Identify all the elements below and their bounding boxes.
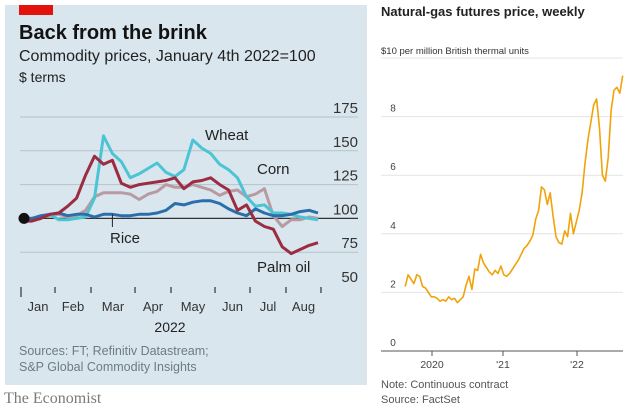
x-tick-label: Jan — [28, 299, 49, 314]
gas-x-tick-label: '21 — [496, 359, 510, 371]
y-tick-label: 150 — [333, 134, 358, 151]
chart-title: Back from the brink — [19, 22, 207, 44]
sources-line-2: S&P Global Commodity Insights — [19, 360, 197, 374]
series-line-wheat — [23, 134, 319, 222]
y-tick-label: 125 — [333, 168, 358, 185]
economist-chart-panel — [5, 5, 367, 385]
series-label-corn: Corn — [257, 161, 290, 178]
x-tick-label: Feb — [62, 299, 84, 314]
chart-subtitle: Commodity prices, January 4th 2022=100 — [19, 48, 316, 65]
gas-price-line — [404, 75, 624, 304]
gas-chart-title: Natural-gas futures price, weekly — [381, 4, 585, 19]
gas-y-tick-label: 8 — [390, 104, 396, 115]
series-line-palm-oil — [23, 154, 319, 256]
y-tick-label: 100 — [333, 201, 358, 218]
series-label-wheat: Wheat — [205, 127, 249, 144]
series-label-rice: Rice — [110, 230, 140, 247]
gas-y-tick-label: 0 — [390, 338, 396, 349]
x-tick-label: Jun — [222, 299, 243, 314]
gas-note: Note: Continuous contract — [381, 379, 509, 391]
gas-y-tick-label: 6 — [390, 162, 396, 173]
y-tick-label: 175 — [333, 100, 358, 117]
chart-units: $ terms — [19, 69, 66, 85]
gas-x-tick-label: 2020 — [420, 359, 444, 371]
gas-chart-units: $10 per million British thermal units — [381, 46, 529, 57]
gas-y-tick-label: 4 — [390, 221, 396, 232]
gas-chart-notes: Note: Continuous contract Source: FactSe… — [381, 378, 508, 408]
economist-red-tag — [19, 5, 53, 15]
gas-y-tick-label: 2 — [390, 279, 396, 290]
y-tick-label: 50 — [341, 269, 358, 286]
x-tick-label: Aug — [292, 299, 315, 314]
x-tick-label: Apr — [143, 299, 164, 314]
economist-brand: The Economist — [4, 390, 102, 407]
index-start-dot — [18, 212, 30, 224]
gas-source: Source: FactSet — [381, 394, 460, 406]
x-tick-label: Mar — [102, 299, 125, 314]
x-tick-label: May — [181, 299, 206, 314]
x-axis-year-label: 2022 — [154, 319, 185, 335]
gas-x-tick-label: '22 — [570, 359, 584, 371]
series-line-rice — [23, 199, 319, 220]
chart-sources: Sources: FT; Refinitiv Datastream; S&P G… — [19, 343, 209, 375]
series-label-palm-oil: Palm oil — [257, 259, 310, 276]
sources-line-1: Sources: FT; Refinitiv Datastream; — [19, 344, 209, 358]
x-tick-label: Jul — [260, 299, 277, 314]
y-tick-label: 75 — [341, 235, 358, 252]
